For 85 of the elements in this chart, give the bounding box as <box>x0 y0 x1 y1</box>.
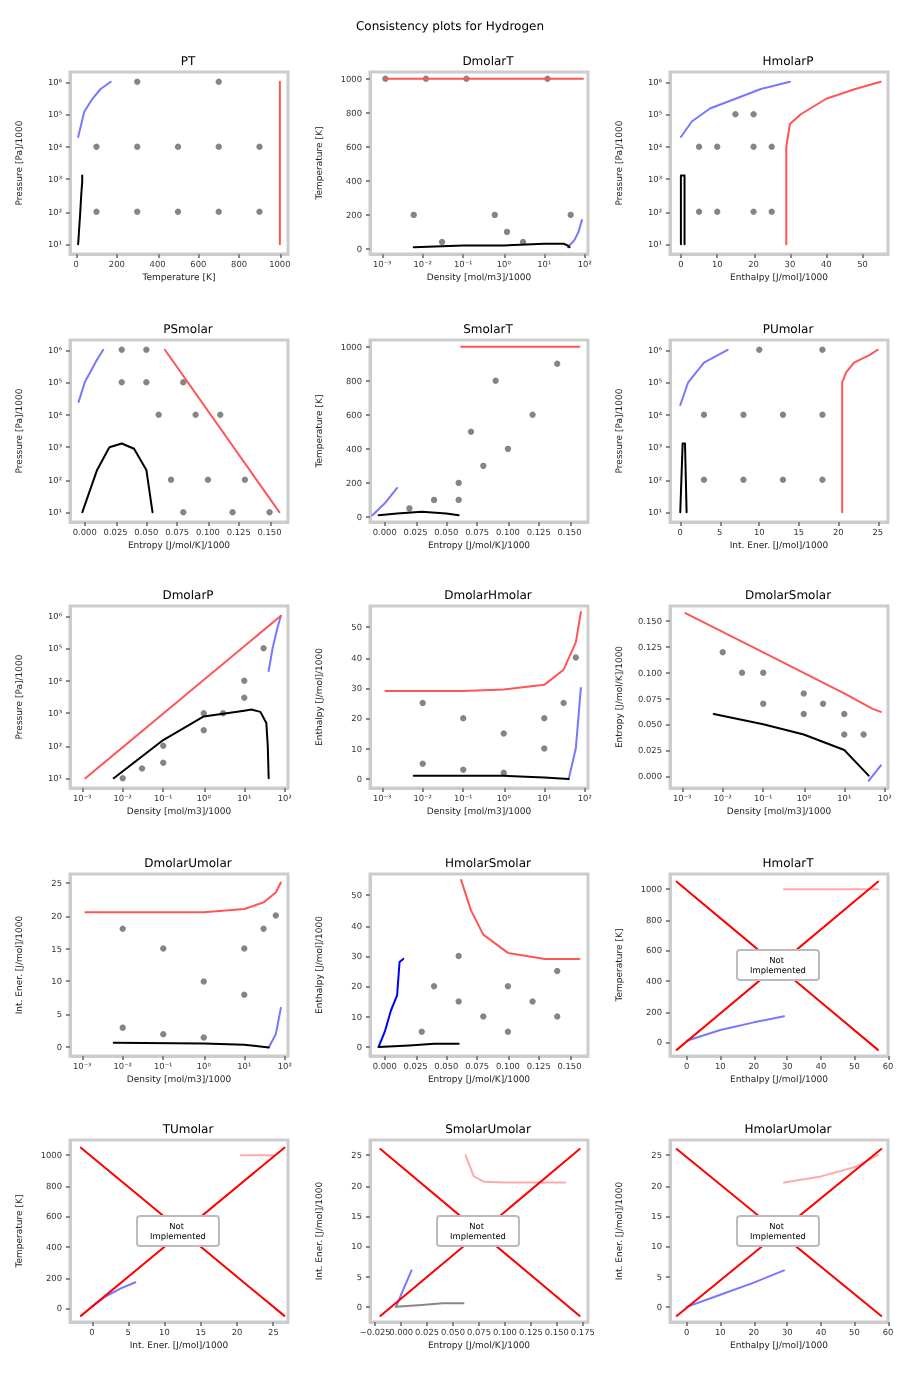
point <box>455 951 462 959</box>
point <box>480 461 487 469</box>
point <box>143 378 150 385</box>
line-series <box>783 1154 879 1184</box>
point <box>768 143 775 150</box>
point <box>779 410 787 417</box>
line-series <box>77 174 84 246</box>
point <box>229 508 236 515</box>
point <box>819 410 826 417</box>
point <box>714 143 721 150</box>
point <box>768 208 775 215</box>
point <box>430 495 438 503</box>
point <box>174 208 182 215</box>
point <box>215 143 222 150</box>
point <box>504 1027 512 1034</box>
point <box>204 475 212 482</box>
point <box>554 966 561 974</box>
point <box>700 475 708 482</box>
point <box>750 143 757 150</box>
point <box>410 211 417 219</box>
point <box>567 211 574 219</box>
line-series <box>841 347 879 513</box>
point <box>167 475 175 482</box>
line-series <box>785 80 882 246</box>
point <box>143 345 150 352</box>
point <box>215 78 222 85</box>
point <box>492 376 499 384</box>
point <box>180 508 187 515</box>
point <box>732 111 739 118</box>
point <box>779 475 787 482</box>
point <box>241 475 249 482</box>
point <box>455 997 462 1004</box>
point <box>740 475 747 482</box>
point <box>455 495 462 503</box>
line-series <box>81 441 154 513</box>
point <box>192 410 199 417</box>
line-series <box>77 80 112 138</box>
line-series <box>566 218 583 249</box>
line-series <box>460 878 581 959</box>
point <box>418 1027 425 1034</box>
point <box>756 345 763 352</box>
line-series <box>267 614 282 672</box>
point <box>700 410 708 417</box>
point <box>256 143 263 150</box>
point <box>118 345 125 352</box>
point <box>819 345 826 352</box>
point <box>256 208 263 215</box>
point <box>406 504 413 511</box>
point <box>93 208 100 215</box>
point <box>266 508 273 515</box>
point <box>504 444 512 452</box>
point <box>529 997 536 1004</box>
point <box>430 982 438 989</box>
point <box>155 410 162 417</box>
point <box>467 427 475 435</box>
point <box>554 359 561 367</box>
point <box>750 111 757 118</box>
point <box>455 478 462 486</box>
line-series <box>464 1154 567 1184</box>
point <box>529 410 536 418</box>
point <box>174 143 182 150</box>
line-series <box>685 1269 786 1308</box>
point <box>134 78 141 85</box>
point <box>504 982 512 989</box>
point <box>491 211 498 219</box>
point <box>118 378 125 385</box>
line-series <box>679 347 729 405</box>
point <box>215 208 222 215</box>
line-series <box>685 1014 786 1041</box>
point <box>480 1012 487 1019</box>
point <box>695 143 703 150</box>
point <box>438 238 446 246</box>
point <box>217 410 224 417</box>
point <box>93 143 100 150</box>
point <box>134 143 141 150</box>
point <box>714 208 721 215</box>
point <box>740 410 747 417</box>
point <box>750 208 757 215</box>
line-series <box>679 80 791 138</box>
point <box>695 208 703 215</box>
line-series <box>377 956 405 1047</box>
point <box>554 1012 561 1019</box>
line-series <box>77 347 105 402</box>
point <box>134 208 141 215</box>
point <box>819 475 826 482</box>
